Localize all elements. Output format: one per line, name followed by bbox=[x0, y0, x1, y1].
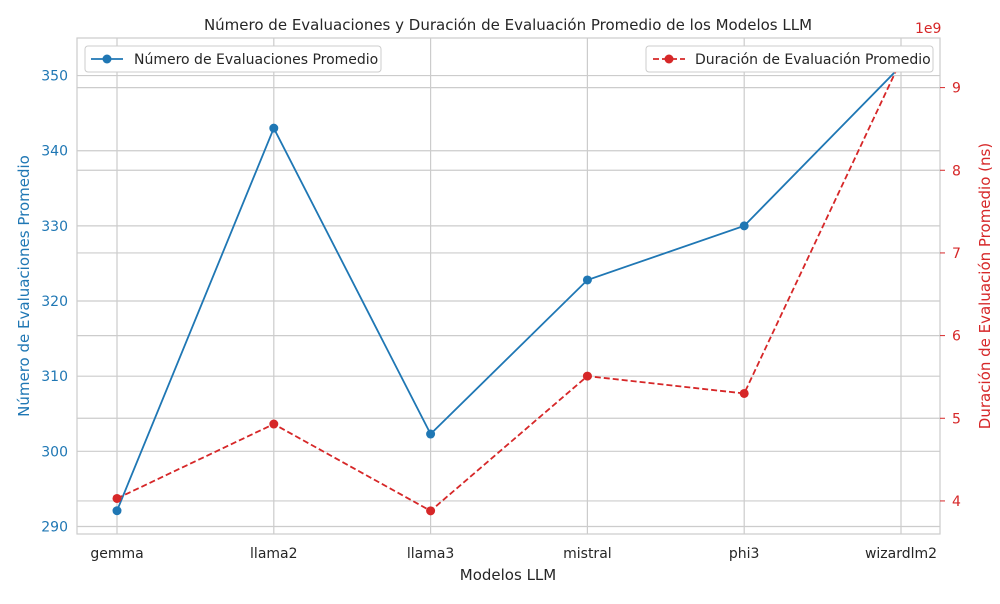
legend-left-marker bbox=[102, 54, 112, 64]
right-y-tick-label: 9 bbox=[952, 81, 961, 97]
left-y-tick-label: 340 bbox=[41, 144, 68, 160]
series-0-point bbox=[739, 221, 749, 231]
x-tick-label: llama2 bbox=[250, 546, 297, 562]
right-y-tick-label: 6 bbox=[952, 329, 961, 345]
x-tick-label: phi3 bbox=[729, 546, 760, 562]
series-1-line bbox=[116, 59, 902, 512]
legend-left: Número de Evaluaciones Promedio bbox=[84, 45, 382, 73]
right-y-tick-label: 8 bbox=[952, 163, 961, 179]
right-y-tick-label: 4 bbox=[952, 494, 961, 510]
x-tick-label: mistral bbox=[563, 546, 612, 562]
legend-right: Duración de Evaluación Promedio bbox=[645, 45, 934, 73]
series-layer bbox=[112, 55, 906, 516]
left-y-tick-label: 320 bbox=[41, 294, 68, 310]
series-1-point bbox=[739, 388, 749, 398]
left-axis-label: Número de Evaluaciones Promedio bbox=[15, 155, 33, 417]
left-y-tick-label: 310 bbox=[41, 369, 68, 385]
left-y-tick-label: 330 bbox=[41, 219, 68, 235]
series-1-point bbox=[582, 371, 592, 381]
chart-title: Número de Evaluaciones y Duración de Eva… bbox=[204, 16, 812, 34]
series-1-point bbox=[112, 493, 122, 503]
series-0-point bbox=[112, 506, 122, 516]
grid bbox=[77, 38, 940, 534]
x-tick-label: wizardlm2 bbox=[865, 546, 937, 562]
right-y-tick-label: 5 bbox=[952, 411, 961, 427]
legend-left-label: Número de Evaluaciones Promedio bbox=[134, 52, 378, 68]
series-0-line bbox=[116, 65, 902, 512]
series-0-point bbox=[269, 123, 279, 133]
legend-right-box bbox=[645, 45, 934, 73]
right-axis-offset-label: 1e9 bbox=[915, 21, 941, 37]
left-y-tick-label: 300 bbox=[41, 444, 68, 460]
series-1-point bbox=[426, 506, 436, 516]
legend-right-label: Duración de Evaluación Promedio bbox=[695, 52, 931, 68]
right-y-tick-label: 7 bbox=[952, 246, 961, 262]
legend-left-box bbox=[84, 45, 382, 73]
x-tick-label: llama3 bbox=[407, 546, 454, 562]
x-tick-label: gemma bbox=[90, 546, 143, 562]
series-0-point bbox=[582, 275, 592, 285]
right-axis-label: Duración de Evaluación Promedio (ns) bbox=[976, 143, 994, 429]
x-axis-label: Modelos LLM bbox=[460, 566, 556, 584]
legend-right-marker bbox=[664, 54, 674, 64]
left-y-tick-label: 350 bbox=[41, 69, 68, 85]
series-0-point bbox=[426, 429, 436, 439]
plot-frame bbox=[76, 37, 941, 535]
left-y-tick-label: 290 bbox=[41, 519, 68, 535]
tick-layer: gemma llama2 llama3 mistral phi3 wizardlm2 290… bbox=[41, 69, 961, 562]
series-1-point bbox=[269, 419, 279, 429]
